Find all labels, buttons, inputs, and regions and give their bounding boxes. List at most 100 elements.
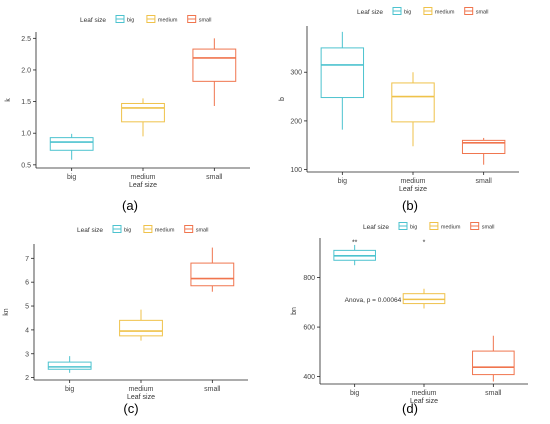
significance-mark: * (423, 240, 426, 247)
y-axis-label: kn (3, 308, 10, 316)
panel-d: Leaf size big medium small 400 600 800 big mediu… (291, 222, 528, 416)
box-iqr (472, 350, 515, 376)
x-tick-label-small: small (204, 386, 221, 393)
legend-entry-medium: medium (423, 7, 455, 16)
legend-label: small (199, 18, 212, 24)
box-small (190, 247, 235, 292)
legend-entry-small: small (464, 7, 489, 16)
box-iqr (119, 319, 163, 337)
y-tick-label: 2.5 (21, 36, 31, 43)
legend-label: small (482, 225, 495, 231)
x-tick-label-big: big (65, 386, 74, 393)
box-big (333, 244, 376, 266)
box-medium (402, 288, 446, 309)
legend-label: medium (435, 10, 455, 16)
legend-label: big (404, 10, 411, 16)
legend-title: Leaf size (77, 227, 103, 234)
legend-title: Leaf size (357, 9, 383, 16)
legend-entry-small: small (184, 225, 209, 234)
y-axis-label: b (279, 97, 286, 101)
legend-entry-big: big (392, 7, 411, 16)
box-iqr (47, 361, 92, 370)
y-tick-label: 4 (25, 327, 29, 334)
box-big (47, 356, 92, 373)
box-small (192, 38, 237, 107)
box-big (49, 133, 94, 160)
box-iqr (121, 102, 165, 123)
x-tick-label-small: small (475, 178, 492, 185)
y-tick-label: 7 (25, 256, 29, 263)
x-tick-label-big: big (350, 390, 359, 397)
legend-title: Leaf size (80, 17, 106, 24)
y-tick-label: 1.5 (21, 99, 31, 106)
legend-label: medium (155, 228, 175, 234)
significance-mark: ** (352, 240, 358, 247)
box-medium (391, 72, 435, 147)
y-tick-label: 5 (25, 304, 29, 311)
box-medium (119, 309, 163, 341)
box-iqr (192, 48, 237, 82)
x-tick-label-medium: medium (129, 386, 154, 393)
legend-entry-big: big (112, 225, 131, 234)
x-axis-label: Leaf size (399, 186, 427, 193)
legend-label: small (476, 10, 489, 16)
panel-label: (a) (122, 198, 138, 213)
y-tick-label: 400 (303, 374, 315, 381)
y-axis-label: bn (291, 307, 298, 315)
legend-label: medium (158, 18, 178, 24)
legend-title: Leaf size (363, 224, 389, 231)
legend-entry-small: small (470, 222, 495, 231)
y-tick-label: 1.0 (21, 131, 31, 138)
legend-label: small (196, 228, 209, 234)
y-tick-label: 100 (290, 167, 302, 174)
legend: Leaf size big medium small (80, 15, 212, 24)
y-tick-label: 300 (290, 70, 302, 77)
legend-entry-small: small (187, 15, 212, 24)
x-axis-label: Leaf size (129, 182, 157, 189)
x-tick-label-medium: medium (412, 390, 437, 397)
panel-label: (d) (402, 401, 418, 416)
panel-a: Leaf size big medium small 0.5 1.0 1.5 2.0 2.5 bi… (5, 15, 250, 213)
y-tick-label: 2 (25, 375, 29, 382)
panel-b: Leaf size big medium small 100 200 300 big mediu… (279, 7, 519, 213)
y-axis-label: k (5, 98, 12, 102)
box-iqr (190, 262, 235, 287)
box-small (472, 335, 515, 382)
legend: Leaf size big medium small (357, 7, 489, 16)
box-big (320, 31, 365, 130)
legend: Leaf size big medium small (363, 222, 495, 231)
y-tick-label: 6 (25, 280, 29, 287)
legend: Leaf size big medium small (77, 225, 209, 234)
y-tick-label: 600 (303, 325, 315, 332)
legend-entry-medium: medium (143, 225, 175, 234)
anova-label: Anova, p = 0.00064 (345, 297, 402, 304)
x-axis-label: Leaf size (127, 394, 155, 401)
legend-label: big (127, 18, 134, 24)
legend-entry-medium: medium (146, 15, 178, 24)
y-tick-label: 0.5 (21, 162, 31, 169)
y-tick-label: 800 (303, 275, 315, 282)
y-tick-label: 2.0 (21, 67, 31, 74)
box-iqr (391, 82, 435, 123)
x-tick-label-big: big (338, 178, 347, 185)
panel-label: (c) (123, 401, 138, 416)
panel-c: Leaf size big medium small 2 3 4 5 6 7 big medium sm… (3, 225, 248, 416)
x-axis-label: Leaf size (410, 398, 438, 405)
x-tick-label-small: small (206, 174, 223, 181)
panel-label: (b) (402, 198, 418, 213)
x-tick-label-small: small (485, 390, 502, 397)
box-iqr (461, 139, 506, 155)
legend-label: medium (441, 225, 461, 231)
box-small (461, 137, 506, 165)
legend-label: big (410, 225, 417, 231)
legend-entry-big: big (115, 15, 134, 24)
y-tick-label: 3 (25, 351, 29, 358)
legend-entry-big: big (398, 222, 417, 231)
box-iqr (320, 47, 365, 99)
x-tick-label-medium: medium (401, 178, 426, 185)
x-tick-label-big: big (67, 174, 76, 181)
box-iqr (49, 137, 94, 151)
box-medium (121, 98, 165, 137)
legend-entry-medium: medium (429, 222, 461, 231)
